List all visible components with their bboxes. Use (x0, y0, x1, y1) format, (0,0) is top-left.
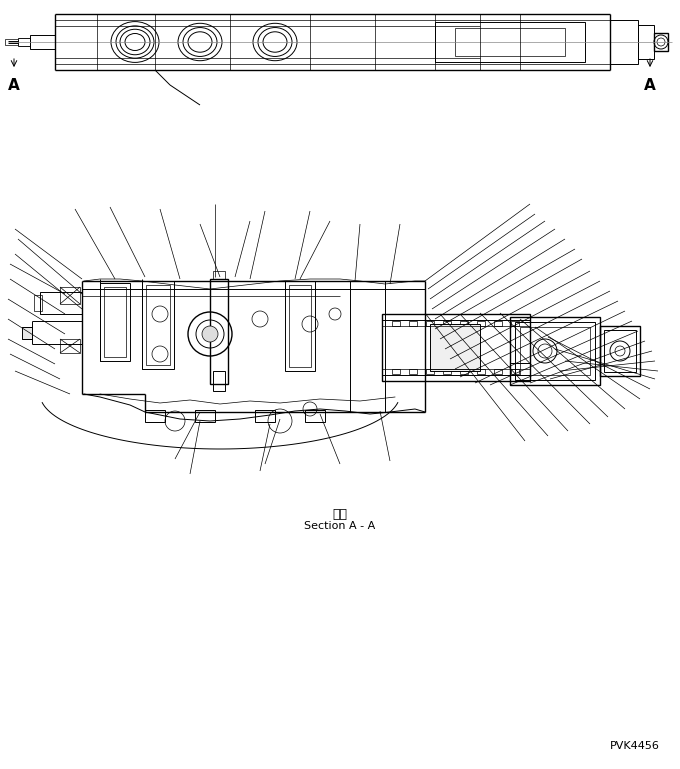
Bar (289, 285, 311, 367)
Bar (430, 324, 480, 371)
Bar (305, 410, 325, 422)
Bar (392, 369, 400, 374)
Bar (392, 321, 400, 326)
Bar (610, 20, 638, 64)
Bar (18, 38, 30, 46)
Bar (494, 369, 502, 374)
Bar (515, 322, 595, 380)
Bar (195, 410, 215, 422)
Bar (455, 28, 565, 56)
Bar (104, 287, 126, 357)
Bar (409, 321, 417, 326)
Bar (460, 321, 468, 326)
Bar (382, 314, 530, 381)
Bar (5, 39, 18, 45)
Bar (255, 410, 275, 422)
Bar (600, 326, 640, 376)
Bar (409, 369, 417, 374)
Bar (285, 281, 315, 371)
Bar (40, 292, 82, 314)
Bar (520, 327, 590, 375)
Bar (604, 330, 636, 372)
Bar (210, 279, 228, 384)
Bar (145, 410, 165, 422)
Bar (30, 35, 55, 49)
Bar (60, 339, 80, 353)
Bar (477, 369, 485, 374)
Bar (443, 369, 451, 374)
Bar (213, 371, 225, 391)
Bar (477, 321, 485, 326)
Bar (34, 295, 42, 311)
Bar (460, 369, 468, 374)
Text: Section A - A: Section A - A (305, 521, 375, 531)
Bar (510, 363, 530, 375)
Bar (213, 271, 225, 279)
Circle shape (202, 326, 218, 342)
Text: A: A (644, 78, 656, 93)
Bar (511, 321, 519, 326)
Bar (654, 33, 668, 51)
Bar (443, 321, 451, 326)
Text: 断面: 断面 (333, 508, 347, 521)
Text: A: A (8, 78, 20, 93)
Bar (494, 321, 502, 326)
Bar (511, 369, 519, 374)
Bar (142, 281, 174, 369)
Bar (426, 321, 434, 326)
Bar (426, 369, 434, 374)
Bar (638, 25, 654, 59)
Bar (435, 22, 585, 62)
Bar (60, 287, 80, 304)
Bar (146, 285, 170, 365)
Bar (510, 317, 600, 385)
Text: PVK4456: PVK4456 (610, 741, 660, 751)
Bar (22, 327, 32, 339)
Bar (100, 283, 130, 361)
